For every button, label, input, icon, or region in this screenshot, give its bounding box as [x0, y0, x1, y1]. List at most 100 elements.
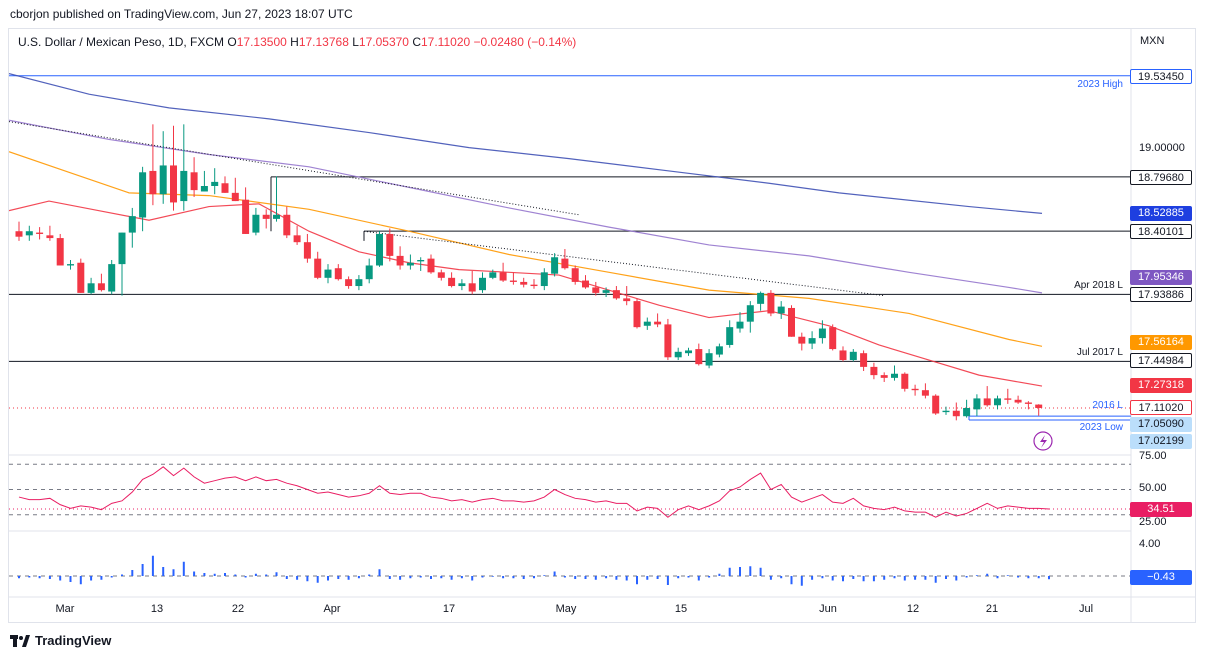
candle-body	[674, 351, 682, 358]
x-label: Mar	[55, 603, 75, 615]
candle-body	[273, 214, 280, 219]
candle-body	[1004, 398, 1012, 400]
candle-body	[283, 214, 291, 236]
candle-body	[530, 284, 538, 287]
high-value: 17.13768	[298, 35, 349, 49]
candle-body	[314, 258, 322, 278]
candle-body	[293, 235, 301, 243]
candle-body	[654, 321, 662, 325]
candle-body	[551, 257, 559, 274]
candle-body	[252, 214, 260, 233]
candle-body	[726, 327, 734, 345]
candle-body	[561, 258, 569, 269]
rsi-axis-50: 50.00	[1139, 482, 1167, 494]
candle-body	[715, 346, 723, 355]
price-tag-2023-low: 17.02199	[1130, 434, 1192, 449]
candle-body	[128, 216, 136, 233]
rsi-value-tag: 34.51	[1130, 502, 1192, 517]
candle-body	[582, 280, 589, 288]
chart-frame[interactable]	[8, 28, 1196, 623]
close-value: 17.11020	[421, 35, 471, 49]
tradingview-logo[interactable]: TradingView	[10, 633, 111, 648]
candle-body	[808, 338, 816, 344]
price-tag-2016: 17.05090	[1130, 417, 1192, 432]
osc-value-tag: −0.43	[1130, 570, 1192, 585]
candle-body	[994, 398, 1001, 406]
candle-body	[509, 280, 517, 282]
candle-body	[303, 242, 311, 259]
candle-body	[592, 287, 600, 293]
candle-body	[67, 264, 74, 266]
candle-body	[880, 375, 888, 378]
candle-body	[242, 199, 250, 234]
candle-body	[15, 231, 23, 237]
price-tag-jul-2017: 17.44984	[1130, 353, 1192, 368]
candle-body	[1035, 404, 1043, 408]
lightning-icon-bolt	[1040, 435, 1047, 448]
note-2023-low: 2023 Low	[1079, 422, 1123, 433]
moving-average-red	[9, 200, 1043, 387]
tradingview-logo-icon	[10, 634, 30, 647]
price-tag-ma-purple: 17.95346	[1130, 270, 1192, 285]
osc-axis-4: 4.00	[1139, 538, 1161, 550]
price-tag-close: 17.11020	[1130, 400, 1192, 415]
note-2016: 2016 L	[1092, 400, 1123, 411]
candle-body	[108, 264, 116, 292]
candle-body	[427, 258, 435, 273]
low-label: L	[352, 35, 359, 49]
candle-body	[489, 272, 497, 278]
candle-body	[705, 353, 713, 366]
candle-body	[149, 170, 157, 195]
trendline	[9, 121, 580, 216]
chart-canvas[interactable]	[9, 29, 1195, 622]
x-label: Apr	[323, 603, 341, 615]
candle-body	[963, 408, 971, 417]
candle-body	[540, 272, 548, 287]
candle-body	[479, 277, 486, 291]
candle-body	[695, 349, 703, 365]
symbol-legend[interactable]: U.S. Dollar / Mexican Peso, 1D, FXCM O17…	[18, 35, 576, 49]
candle-body	[767, 292, 775, 314]
candle-body	[406, 262, 414, 266]
candle-body	[973, 398, 981, 410]
candle-body	[839, 350, 847, 361]
candle-body	[499, 272, 507, 281]
candle-body	[437, 272, 445, 278]
candle-body	[1024, 402, 1032, 404]
candle-body	[901, 373, 909, 389]
candle-body	[612, 290, 620, 299]
candle-body	[345, 279, 353, 287]
candle-body	[1014, 399, 1022, 403]
candle-body	[36, 232, 44, 234]
candle-body	[386, 233, 394, 256]
candle-body	[365, 265, 373, 280]
candle-body	[746, 305, 754, 322]
trendline	[363, 230, 885, 297]
x-label: 22	[231, 603, 245, 615]
high-label: H	[290, 35, 299, 49]
candle-body	[458, 283, 466, 287]
candle-body	[159, 165, 167, 195]
candle-body	[571, 268, 579, 282]
candle-body	[376, 233, 383, 266]
candle-body	[520, 281, 528, 285]
candle-body	[849, 351, 857, 361]
symbol-title: U.S. Dollar / Mexican Peso, 1D, FXCM	[18, 35, 225, 49]
price-tag-ma-red: 17.27318	[1130, 378, 1192, 393]
rsi-line	[18, 466, 1050, 518]
candle-body	[633, 301, 641, 328]
candle-body	[736, 321, 744, 329]
rsi-axis-75: 75.00	[1139, 450, 1167, 462]
candle-body	[190, 172, 198, 191]
lightning-icon	[1033, 431, 1053, 451]
open-value: 17.13500	[236, 35, 287, 49]
rsi-axis-25: 25.00	[1139, 516, 1167, 528]
candle-body	[860, 353, 868, 367]
x-label: Jun	[819, 603, 837, 615]
footer-brand: TradingView	[35, 633, 112, 648]
candle-body	[685, 350, 692, 354]
candle-body	[25, 231, 33, 236]
price-tag-ma-orange: 17.56164	[1130, 335, 1192, 350]
note-jul-2017: Jul 2017 L	[1076, 347, 1123, 358]
x-label: 12	[906, 603, 920, 615]
